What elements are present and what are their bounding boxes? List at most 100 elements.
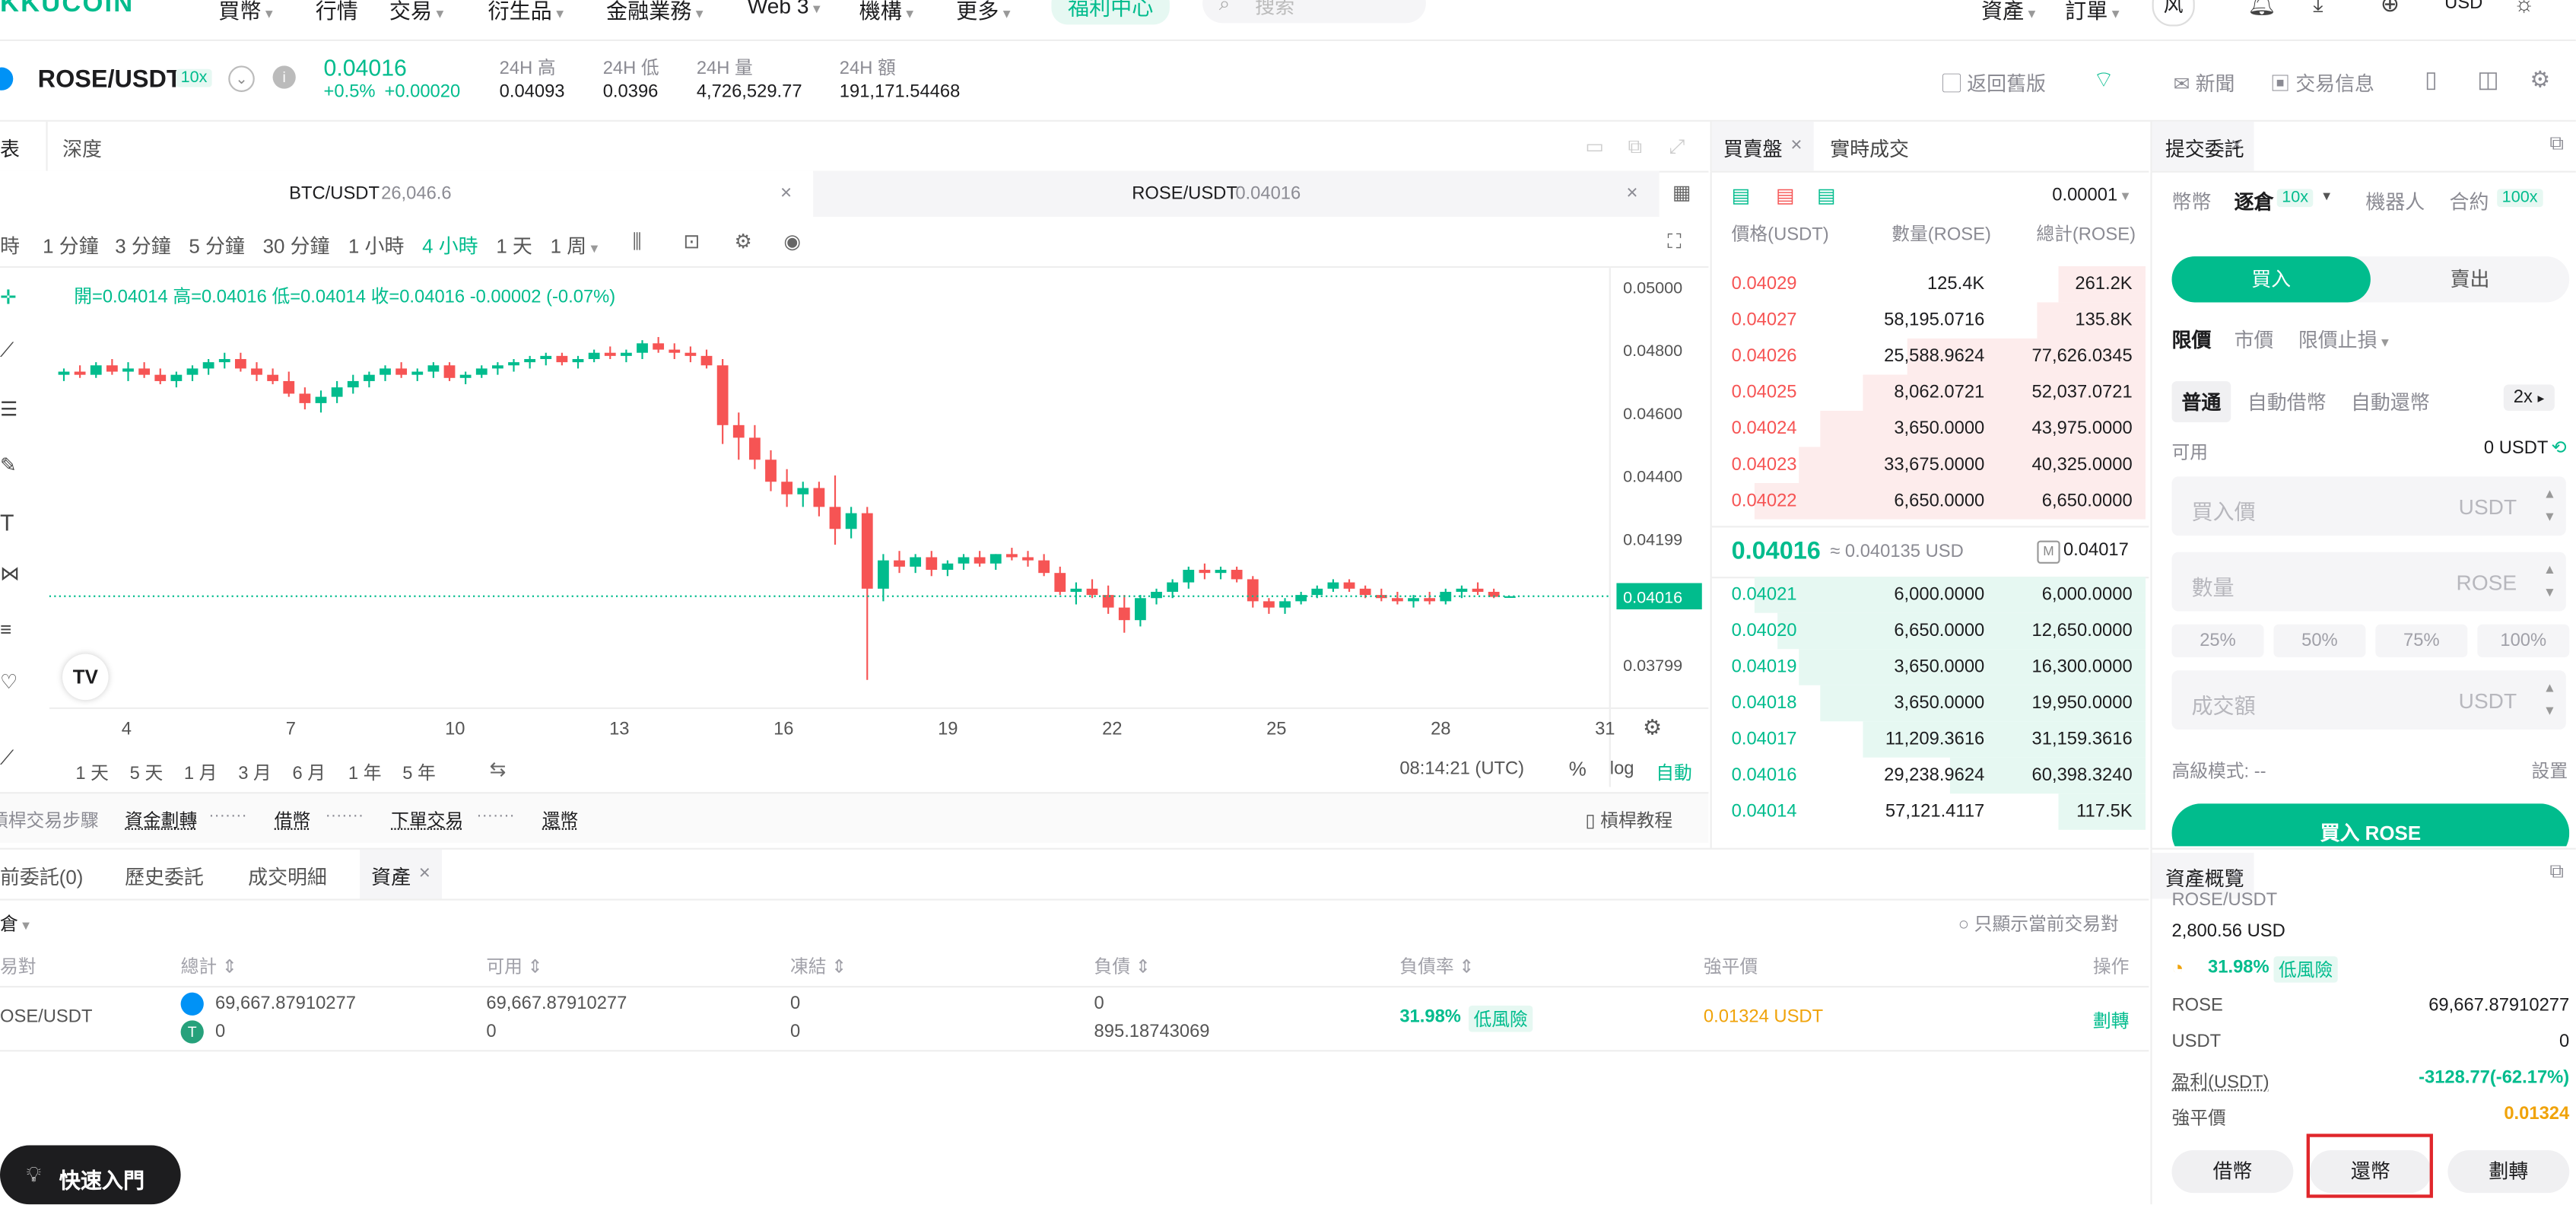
info-icon[interactable]: i	[272, 65, 296, 89]
step-transfer[interactable]: 資金劃轉	[125, 812, 198, 831]
nav-markets[interactable]: 行情	[315, 0, 358, 24]
news-button[interactable]: ✉ 新聞	[2173, 72, 2235, 96]
orderbook-row[interactable]: 0.04025 8,062.0721 52,037.0721	[1712, 374, 2146, 411]
orderbook-row[interactable]: 0.04023 33,675.0000 40,325.0000	[1712, 447, 2146, 484]
range-1y[interactable]: 1 年	[348, 764, 382, 784]
subtab-rose[interactable]: ROSE/USDT 0.04016 ×	[813, 170, 1660, 218]
tab-asset-overview[interactable]: 資產概覽 ×	[2152, 853, 2254, 899]
mode-auto-repay[interactable]: 自動還幣	[2350, 391, 2430, 415]
tutorial-link[interactable]: ▯ 槓桿教程	[1585, 812, 1673, 831]
pct-50-button[interactable]: 50%	[2273, 624, 2366, 658]
candlestick-chart[interactable]: 0.05000 0.04800 0.04600 0.04400 0.04199 0.037…	[49, 268, 1709, 787]
range-5y[interactable]: 5 年	[402, 764, 436, 784]
interval-1m[interactable]: 1 分鐘	[43, 234, 99, 259]
interval-5m[interactable]: 5 分鐘	[189, 234, 245, 259]
close-icon[interactable]: ×	[418, 860, 430, 885]
pct-75-button[interactable]: 75%	[2375, 624, 2468, 658]
globe-icon[interactable]: ⊕	[2380, 0, 2400, 17]
tab-spot[interactable]: 幣幣	[2171, 190, 2212, 214]
order-type-stop-limit[interactable]: 限價止損	[2298, 326, 2389, 354]
close-icon[interactable]: ×	[780, 180, 792, 204]
tab-open-orders[interactable]: 前委託(0)	[0, 866, 84, 889]
orderbook-row[interactable]: 0.04027 58,195.0716 135.8K	[1712, 302, 2146, 339]
interval-1w[interactable]: 1 周	[551, 232, 599, 260]
precision-select[interactable]: 0.00001	[2052, 186, 2129, 205]
position-filter[interactable]: 倉	[0, 911, 30, 937]
layout-icon[interactable]: ▯	[2425, 65, 2438, 92]
tab-trade-history[interactable]: 成交明細	[248, 866, 327, 889]
col-debt[interactable]: 負債 ⇕	[1094, 958, 1151, 978]
mode-normal[interactable]: 普通	[2171, 381, 2231, 423]
only-current-checkbox[interactable]: ○ 只顯示當前交易對	[1958, 915, 2119, 936]
search-input[interactable]: ⌕ 搜索	[1202, 0, 1426, 24]
bell-icon[interactable]: 🔔︎	[2247, 0, 2277, 17]
currency-selector[interactable]: USD	[2444, 0, 2483, 14]
close-icon[interactable]: ×	[1626, 180, 1638, 204]
pct-25-button[interactable]: 25%	[2171, 624, 2264, 658]
orderbook-row[interactable]: 0.04016 29,238.9624 60,398.3240	[1712, 757, 2146, 794]
bids-only-icon[interactable]: ▤	[1816, 183, 1836, 208]
nav-finance[interactable]: 金融業務	[606, 0, 704, 24]
interval-1d[interactable]: 1 天	[496, 234, 532, 259]
step-borrow[interactable]: 借幣	[274, 812, 311, 831]
col-frozen[interactable]: 凍結 ⇕	[789, 958, 847, 978]
close-icon[interactable]: ×	[1790, 132, 1803, 157]
pair-name[interactable]: ROSE/USDT	[37, 65, 182, 94]
tab-assets[interactable]: 資產 ×	[360, 849, 443, 899]
text-icon[interactable]: T	[0, 509, 14, 536]
percent-toggle[interactable]: %	[1568, 757, 1587, 781]
range-1mo[interactable]: 1 月	[183, 764, 218, 784]
orderbook-row[interactable]: 0.04024 3,650.0000 43,975.0000	[1712, 411, 2146, 447]
favorite-icon[interactable]: ♡	[0, 670, 18, 694]
auto-toggle[interactable]: 自動	[1656, 764, 1692, 784]
price-input[interactable]: 買入價 USDT ▲ ▼	[2171, 476, 2566, 536]
range-5d[interactable]: 5 天	[129, 764, 164, 784]
step-place-order[interactable]: 下單交易	[391, 812, 464, 831]
expand-icon[interactable]: ⤢	[1669, 135, 1685, 158]
interval-3m[interactable]: 3 分鐘	[115, 234, 171, 259]
old-version-button[interactable]: ▢ 返回舊版	[1942, 72, 2046, 96]
orderbook-row[interactable]: 0.04022 6,650.0000 6,650.0000	[1712, 483, 2146, 520]
mode-auto-borrow[interactable]: 自動借幣	[2247, 391, 2327, 415]
crosshair-icon[interactable]: ✛	[0, 285, 17, 310]
fullscreen-icon[interactable]: ⛶	[1667, 230, 1682, 253]
tab-orderbook[interactable]: 買賣盤 ×	[1711, 121, 1814, 171]
both-sides-icon[interactable]: ▤	[1731, 183, 1751, 208]
leverage-select[interactable]: 2x ▸	[2503, 384, 2555, 411]
step-repay[interactable]: 還幣	[542, 812, 579, 831]
nav-buy-crypto[interactable]: 買幣	[218, 0, 272, 24]
kucoin-logo[interactable]: KKUCOIN	[0, 0, 134, 20]
brush-icon[interactable]: ✎	[0, 453, 17, 477]
stepper-icon[interactable]: ▲ ▼	[2543, 561, 2556, 600]
nav-web3[interactable]: Web 3	[748, 0, 821, 18]
pattern-icon[interactable]: ⋈	[0, 561, 20, 585]
popout-icon[interactable]: ⧉	[2549, 131, 2564, 155]
orderbook-row[interactable]: 0.04029 125.4K 261.2K	[1712, 265, 2146, 303]
transfer-icon[interactable]: ⟲	[2551, 438, 2567, 459]
pct-100-button[interactable]: 100%	[2477, 624, 2570, 658]
borrow-button[interactable]: 借幣	[2171, 1150, 2294, 1194]
window-icon[interactable]: ▭	[1585, 135, 1604, 158]
tab-depth[interactable]: 深度	[62, 138, 102, 161]
orderbook-row[interactable]: 0.04020 6,650.0000 12,650.0000	[1712, 612, 2146, 650]
go-to-date-icon[interactable]: ⇆	[489, 757, 507, 781]
interval-hour[interactable]: 時	[0, 234, 20, 259]
panel-icon[interactable]: ◫	[2477, 65, 2499, 92]
trade-info-button[interactable]: ▣ 交易信息	[2270, 72, 2374, 96]
stepper-icon[interactable]: ▲ ▼	[2543, 680, 2556, 718]
amount-input[interactable]: 成交額 USDT ▲ ▼	[2171, 670, 2566, 730]
tab-chart[interactable]: 表	[0, 138, 20, 161]
download-icon[interactable]: ⤓	[2313, 0, 2323, 17]
grid-icon[interactable]: ▦	[1672, 180, 1691, 204]
range-6mo[interactable]: 6 月	[292, 764, 326, 784]
close-icon[interactable]: ×	[2231, 132, 2243, 157]
tab-trades[interactable]: 實時成交	[1830, 138, 1909, 161]
tab-submit-order[interactable]: 提交委託 ×	[2152, 121, 2254, 171]
copy-icon[interactable]: ⧉	[1628, 135, 1643, 158]
tab-futures[interactable]: 合約	[2449, 190, 2489, 214]
orderbook-row[interactable]: 0.04017 11,209.3616 31,159.3616	[1712, 721, 2146, 758]
interval-30m[interactable]: 30 分鐘	[262, 234, 330, 259]
transfer-button[interactable]: 劃轉	[2447, 1150, 2570, 1194]
orderbook-row[interactable]: 0.04018 3,650.0000 19,950.0000	[1712, 685, 2146, 722]
col-debt-ratio[interactable]: 負債率 ⇕	[1399, 958, 1475, 978]
